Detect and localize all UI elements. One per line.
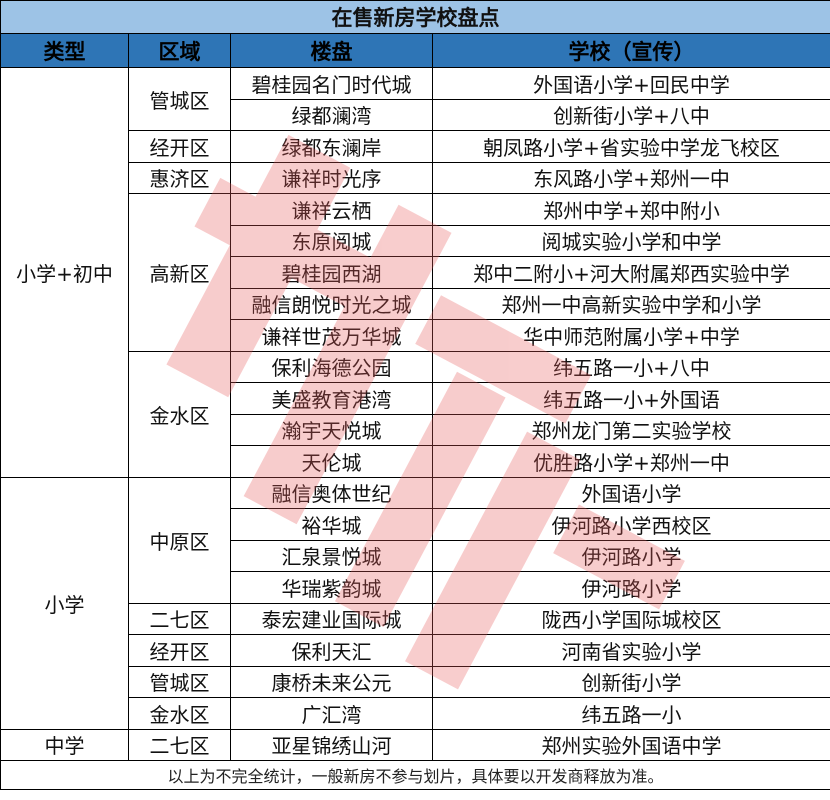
estate-cell: 汇泉景悦城 (230, 539, 433, 572)
school-cell: 郑州中学+郑中附小 (432, 193, 830, 226)
school-cell: 创新街小学 (432, 665, 830, 698)
estate-cell: 康桥未来公元 (230, 665, 433, 698)
district-cell: 金水区 (128, 697, 231, 730)
estate-cell: 美盛教育港湾 (230, 382, 433, 415)
school-cell: 外国语小学+回民中学 (432, 67, 830, 100)
school-cell: 陇西小学国际城校区 (432, 602, 830, 635)
school-cell: 东风路小学+郑州一中 (432, 161, 830, 194)
school-cell: 纬五路一小+外国语 (432, 382, 830, 415)
estate-cell: 谦祥时光序 (230, 161, 433, 194)
table-row: 东原阅城 阅城实验小学和中学 (1, 224, 830, 257)
table-row: 金水区 广汇湾 纬五路一小 (1, 697, 830, 730)
estate-cell: 谦祥世茂万华城 (230, 319, 433, 352)
school-cell: 朝凤路小学+省实验中学龙飞校区 (432, 130, 830, 163)
estate-cell: 融信奥体世纪 (230, 476, 433, 509)
estate-cell: 保利天汇 (230, 634, 433, 667)
table-row: 绿都澜湾 创新街小学+八中 (1, 98, 830, 131)
table-body: 小学+初中 管城区 碧桂园名门时代城 外国语小学+回民中学 绿都澜湾 创新街小学+八中 经开… (0, 67, 830, 761)
estate-cell: 华瑞紫韵城 (230, 571, 433, 604)
header-estate: 楼盘 (230, 33, 433, 68)
estate-cell: 绿都东澜岸 (230, 130, 433, 163)
district-cell: 管城区 (128, 665, 231, 698)
school-cell: 创新街小学+八中 (432, 98, 830, 131)
table-row: 瀚宇天悦城 郑州龙门第二实验学校 (1, 413, 830, 446)
estate-cell: 广汇湾 (230, 697, 433, 730)
table-row: 融信朗悦时光之城 郑州一中高新实验中学和小学 (1, 287, 830, 320)
table-row: 美盛教育港湾 纬五路一小+外国语 (1, 382, 830, 415)
table-row: 中学 二七区 亚星锦绣山河 郑州实验外国语中学 (0, 728, 830, 761)
table-row: 小学+初中 管城区 碧桂园名门时代城 外国语小学+回民中学 (0, 67, 830, 478)
estate-cell: 融信朗悦时光之城 (230, 287, 433, 320)
estate-cell: 瀚宇天悦城 (230, 413, 433, 446)
district-cell: 二七区 (128, 728, 231, 761)
header-school: 学校（宣传） (432, 33, 830, 68)
type-cell: 中学 (0, 728, 129, 761)
district-cell: 高新区 (128, 193, 231, 352)
school-cell: 阅城实验小学和中学 (432, 224, 830, 257)
school-cell: 优胜路小学+郑州一中 (432, 445, 830, 478)
school-cell: 纬五路一小+八中 (432, 350, 830, 383)
school-cell: 郑州实验外国语中学 (432, 728, 830, 761)
school-cell: 华中师范附属小学+中学 (432, 319, 830, 352)
header-type: 类型 (0, 33, 129, 68)
table-row: 二七区 泰宏建业国际城 陇西小学国际城校区 (1, 602, 830, 635)
table-row: 管城区 康桥未来公元 创新街小学 (1, 665, 830, 698)
table-row: 金水区 保利海德公园 纬五路一小+八中 (1, 350, 830, 478)
estate-cell: 天伦城 (230, 445, 433, 478)
school-cell: 郑州一中高新实验中学和小学 (432, 287, 830, 320)
table-row: 高新区 谦祥云栖 郑州中学+郑中附小 (1, 193, 830, 352)
footer-note: 以上为不完全统计，一般新房不参与划片，具体要以开发商释放为准。 (0, 760, 830, 790)
district-cell: 经开区 (128, 634, 231, 667)
estate-cell: 绿都澜湾 (230, 98, 433, 131)
school-cell: 纬五路一小 (432, 697, 830, 730)
school-cell: 郑中二附小+河大附属郑西实验中学 (432, 256, 830, 289)
estate-cell: 东原阅城 (230, 224, 433, 257)
header-district: 区域 (128, 33, 231, 68)
table-row: 天伦城 优胜路小学+郑州一中 (1, 445, 830, 478)
table-row: 汇泉景悦城 伊河路小学 (1, 539, 830, 572)
district-cell: 经开区 (128, 130, 231, 163)
estate-cell: 泰宏建业国际城 (230, 602, 433, 635)
estate-cell: 裕华城 (230, 508, 433, 541)
school-cell: 伊河路小学 (432, 539, 830, 572)
school-cell: 河南省实验小学 (432, 634, 830, 667)
estate-cell: 碧桂园西湖 (230, 256, 433, 289)
school-cell: 伊河路小学 (432, 571, 830, 604)
table-row: 碧桂园西湖 郑中二附小+河大附属郑西实验中学 (1, 256, 830, 289)
district-cell: 惠济区 (128, 161, 231, 194)
district-cell: 管城区 (128, 67, 231, 131)
table-title: 在售新房学校盘点 (0, 0, 830, 34)
district-cell: 金水区 (128, 350, 231, 478)
table-row: 谦祥世茂万华城 华中师范附属小学+中学 (1, 319, 830, 352)
district-cell: 中原区 (128, 476, 231, 604)
type-cell: 小学 (0, 476, 129, 730)
school-cell: 郑州龙门第二实验学校 (432, 413, 830, 446)
table-row: 小学 中原区 融信奥体世纪 外国语小学 (0, 476, 830, 730)
school-cell: 外国语小学 (432, 476, 830, 509)
school-cell: 伊河路小学西校区 (432, 508, 830, 541)
estate-cell: 谦祥云栖 (230, 193, 433, 226)
estate-cell: 亚星锦绣山河 (230, 728, 433, 761)
table-row: 华瑞紫韵城 伊河路小学 (1, 571, 830, 604)
type-cell: 小学+初中 (0, 67, 129, 478)
estate-cell: 碧桂园名门时代城 (230, 67, 433, 100)
district-cell: 二七区 (128, 602, 231, 635)
table-row: 经开区 保利天汇 河南省实验小学 (1, 634, 830, 667)
estate-cell: 保利海德公园 (230, 350, 433, 383)
